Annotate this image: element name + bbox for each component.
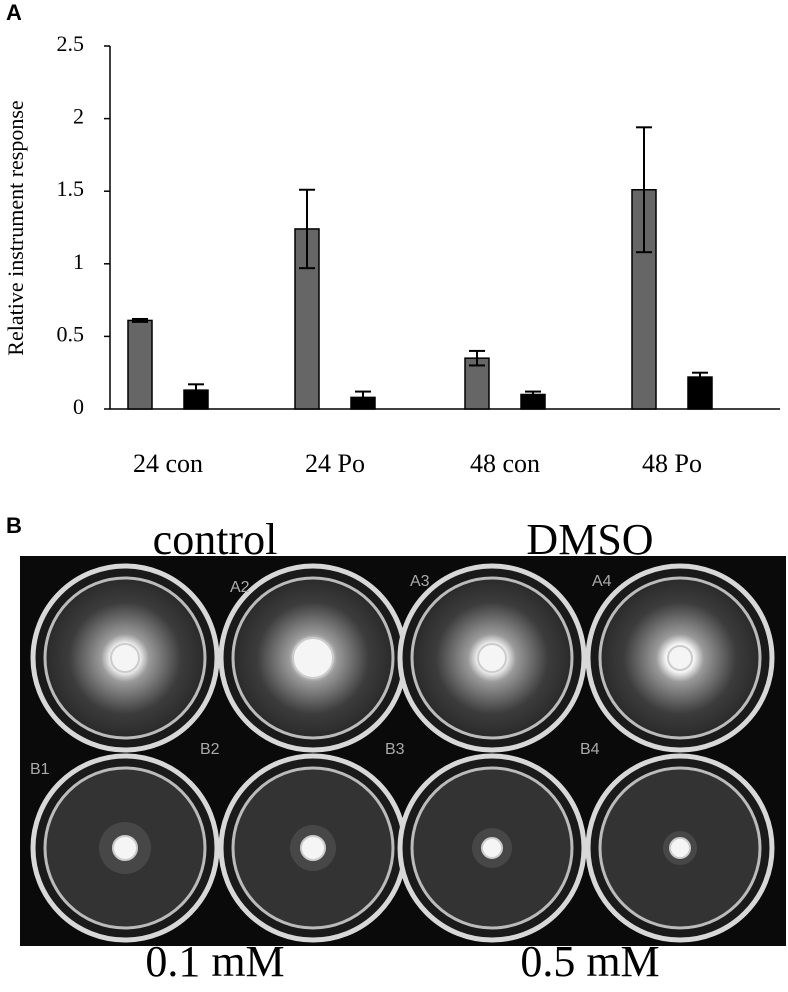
well-label: A3 (410, 573, 430, 590)
bar (464, 357, 490, 410)
y-tick-label: 2 (73, 104, 84, 129)
y-axis-title: Relative instrument response (3, 100, 28, 355)
x-tick-label: 24 con (133, 449, 203, 478)
colony (477, 643, 507, 673)
well-label: B3 (385, 741, 405, 758)
well-label: A4 (592, 573, 612, 590)
condition-label: 0.5 mM (520, 937, 659, 986)
well-label: B4 (580, 741, 600, 758)
y-tick-label: 0 (73, 394, 84, 419)
error-bar (636, 126, 652, 254)
error-bar (469, 349, 485, 367)
colony (669, 837, 691, 859)
panel-label: A (6, 0, 22, 25)
well-label: A2 (230, 579, 250, 596)
y-tick-label: 1.5 (57, 176, 85, 201)
y-tick-label: 1 (73, 249, 84, 274)
bar (127, 319, 153, 410)
y-tick-label: 0.5 (57, 321, 85, 346)
condition-label: control (153, 515, 278, 564)
well-label: B2 (200, 741, 220, 758)
error-bar (299, 188, 315, 270)
colony (112, 835, 138, 861)
colony (110, 643, 140, 673)
error-bar (692, 371, 708, 383)
colony (667, 645, 693, 671)
well-label: B1 (30, 761, 50, 778)
x-tick-label: 48 Po (642, 449, 702, 478)
y-tick-label: 2.5 (57, 31, 85, 56)
x-tick-label: 48 con (470, 449, 540, 478)
condition-label: DMSO (526, 515, 653, 564)
colony (300, 835, 326, 861)
error-bar (525, 390, 541, 399)
error-bar (188, 383, 204, 397)
condition-label: 0.1 mM (145, 937, 284, 986)
error-bar (132, 317, 148, 323)
error-bar (355, 390, 371, 405)
x-tick-label: 24 Po (305, 449, 365, 478)
colony (292, 637, 334, 679)
colony (481, 837, 503, 859)
panel-label: B (6, 513, 22, 538)
